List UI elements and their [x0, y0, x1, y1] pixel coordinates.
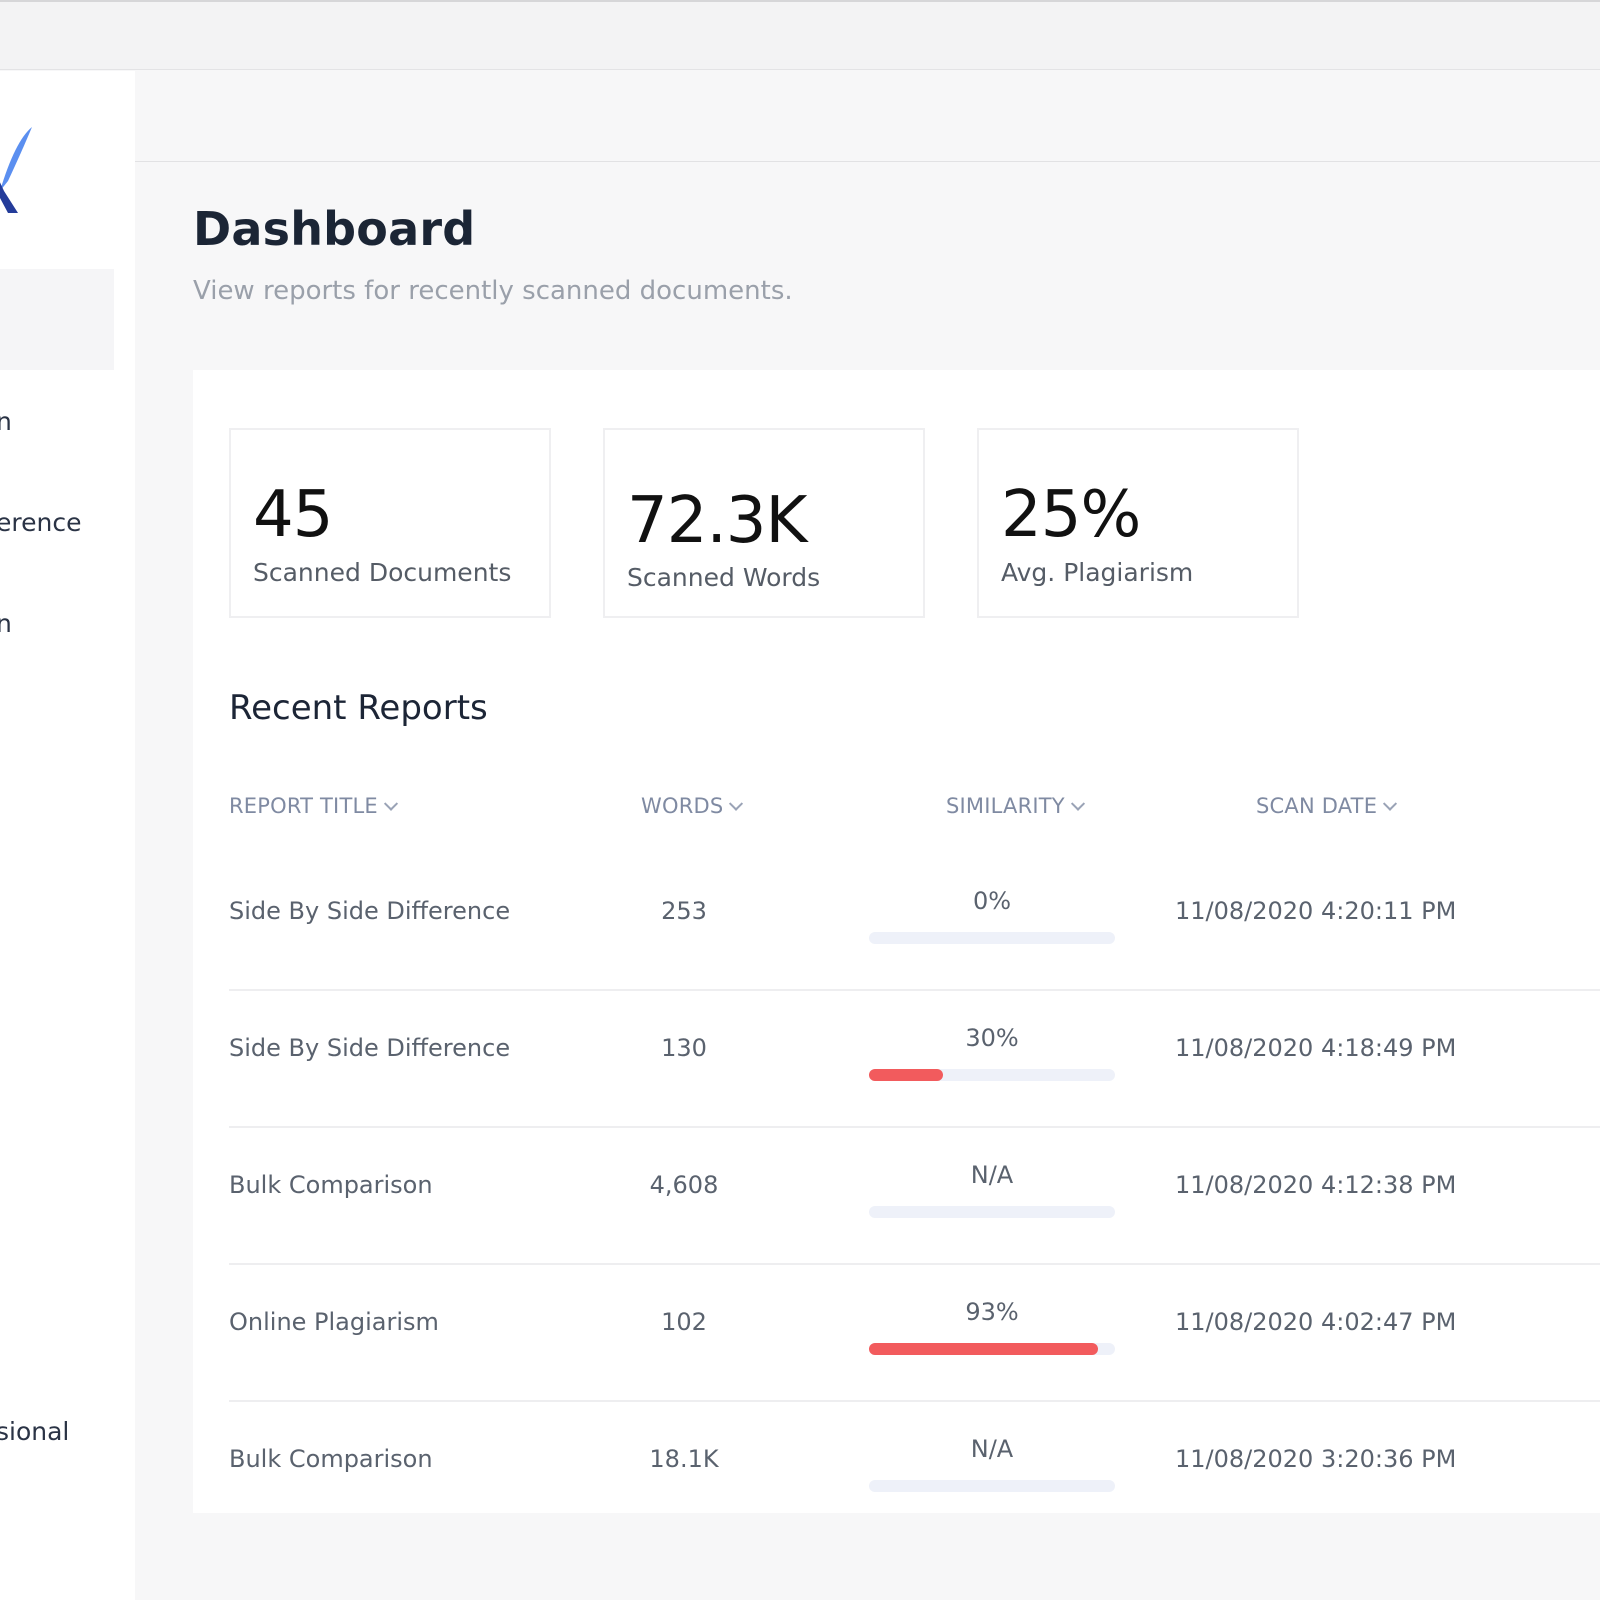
- column-header-label: WORDS: [641, 794, 724, 818]
- sidebar: n erence n sional: [0, 71, 135, 1600]
- sidebar-item-plan[interactable]: sional: [0, 1417, 69, 1446]
- column-header-words[interactable]: WORDS: [641, 794, 744, 818]
- scan-date: 11/08/2020 4:02:47 PM: [1175, 1308, 1457, 1336]
- similarity-bar-fill: [869, 1069, 943, 1081]
- header-band: [135, 71, 1600, 162]
- table-row[interactable]: Bulk Comparison 18.1K N/A 11/08/2020 3:2…: [229, 1400, 1600, 1513]
- stat-card-plagiarism: 25% Avg. Plagiarism: [977, 428, 1299, 618]
- similarity-label: 93%: [965, 1298, 1019, 1326]
- sidebar-item-active[interactable]: [0, 269, 114, 370]
- stat-label: Scanned Words: [627, 563, 821, 592]
- sidebar-item-label: n: [0, 407, 12, 436]
- sidebar-item-2[interactable]: erence: [0, 508, 81, 537]
- table-row[interactable]: Online Plagiarism 102 93% 11/08/2020 4:0…: [229, 1263, 1600, 1402]
- window-top-bar: [0, 0, 1600, 70]
- stat-label: Scanned Documents: [253, 558, 512, 587]
- similarity-label: 0%: [972, 887, 1012, 915]
- column-header-label: SIMILARITY: [946, 794, 1065, 818]
- column-header-title[interactable]: REPORT TITLE: [229, 794, 398, 818]
- scan-date: 11/08/2020 4:20:11 PM: [1175, 897, 1457, 925]
- sidebar-item-3[interactable]: n: [0, 609, 12, 638]
- sidebar-item-label: n: [0, 609, 12, 638]
- scan-date: 11/08/2020 4:12:38 PM: [1175, 1171, 1457, 1199]
- stat-value: 72.3K: [627, 484, 807, 558]
- report-title: Bulk Comparison: [229, 1445, 433, 1473]
- similarity-label: N/A: [970, 1161, 1014, 1189]
- page-title: Dashboard: [193, 202, 476, 256]
- stat-card-words: 72.3K Scanned Words: [603, 428, 925, 618]
- similarity-bar: [869, 1069, 1115, 1081]
- similarity-bar: [869, 1206, 1115, 1218]
- table-row[interactable]: Bulk Comparison 4,608 N/A 11/08/2020 4:1…: [229, 1126, 1600, 1265]
- table-row[interactable]: Side By Side Difference 253 0% 11/08/202…: [229, 852, 1600, 991]
- logo-icon[interactable]: [0, 121, 50, 221]
- stat-label: Avg. Plagiarism: [1001, 558, 1194, 587]
- sidebar-item-label: erence: [0, 508, 82, 537]
- sidebar-item-label: sional: [0, 1417, 70, 1446]
- chevron-down-icon: [1383, 796, 1398, 811]
- similarity-bar: [869, 1343, 1115, 1355]
- chevron-down-icon: [729, 796, 744, 811]
- recent-reports-title: Recent Reports: [229, 688, 488, 728]
- similarity-bar: [869, 1480, 1115, 1492]
- chevron-down-icon: [1070, 796, 1085, 811]
- scan-date: 11/08/2020 3:20:36 PM: [1175, 1445, 1457, 1473]
- report-title: Online Plagiarism: [229, 1308, 439, 1336]
- stat-value: 25%: [1001, 478, 1141, 552]
- stat-card-documents: 45 Scanned Documents: [229, 428, 551, 618]
- table-row[interactable]: Side By Side Difference 130 30% 11/08/20…: [229, 989, 1600, 1128]
- similarity-label: N/A: [970, 1435, 1014, 1463]
- column-header-label: REPORT TITLE: [229, 794, 378, 818]
- dashboard-panel: 45 Scanned Documents 72.3K Scanned Words…: [193, 370, 1600, 1513]
- sidebar-item-1[interactable]: n: [0, 407, 12, 436]
- scan-date: 11/08/2020 4:18:49 PM: [1175, 1034, 1457, 1062]
- column-header-similarity[interactable]: SIMILARITY: [946, 794, 1085, 818]
- report-title: Bulk Comparison: [229, 1171, 433, 1199]
- column-header-label: SCAN DATE: [1256, 794, 1378, 818]
- column-header-scan-date[interactable]: SCAN DATE: [1256, 794, 1398, 818]
- stat-value: 45: [253, 478, 333, 552]
- page-subtitle: View reports for recently scanned docume…: [193, 276, 793, 306]
- chevron-down-icon: [383, 796, 398, 811]
- similarity-bar: [869, 932, 1115, 944]
- similarity-bar-fill: [869, 1343, 1098, 1355]
- report-title: Side By Side Difference: [229, 897, 511, 925]
- report-title: Side By Side Difference: [229, 1034, 511, 1062]
- similarity-label: 30%: [965, 1024, 1019, 1052]
